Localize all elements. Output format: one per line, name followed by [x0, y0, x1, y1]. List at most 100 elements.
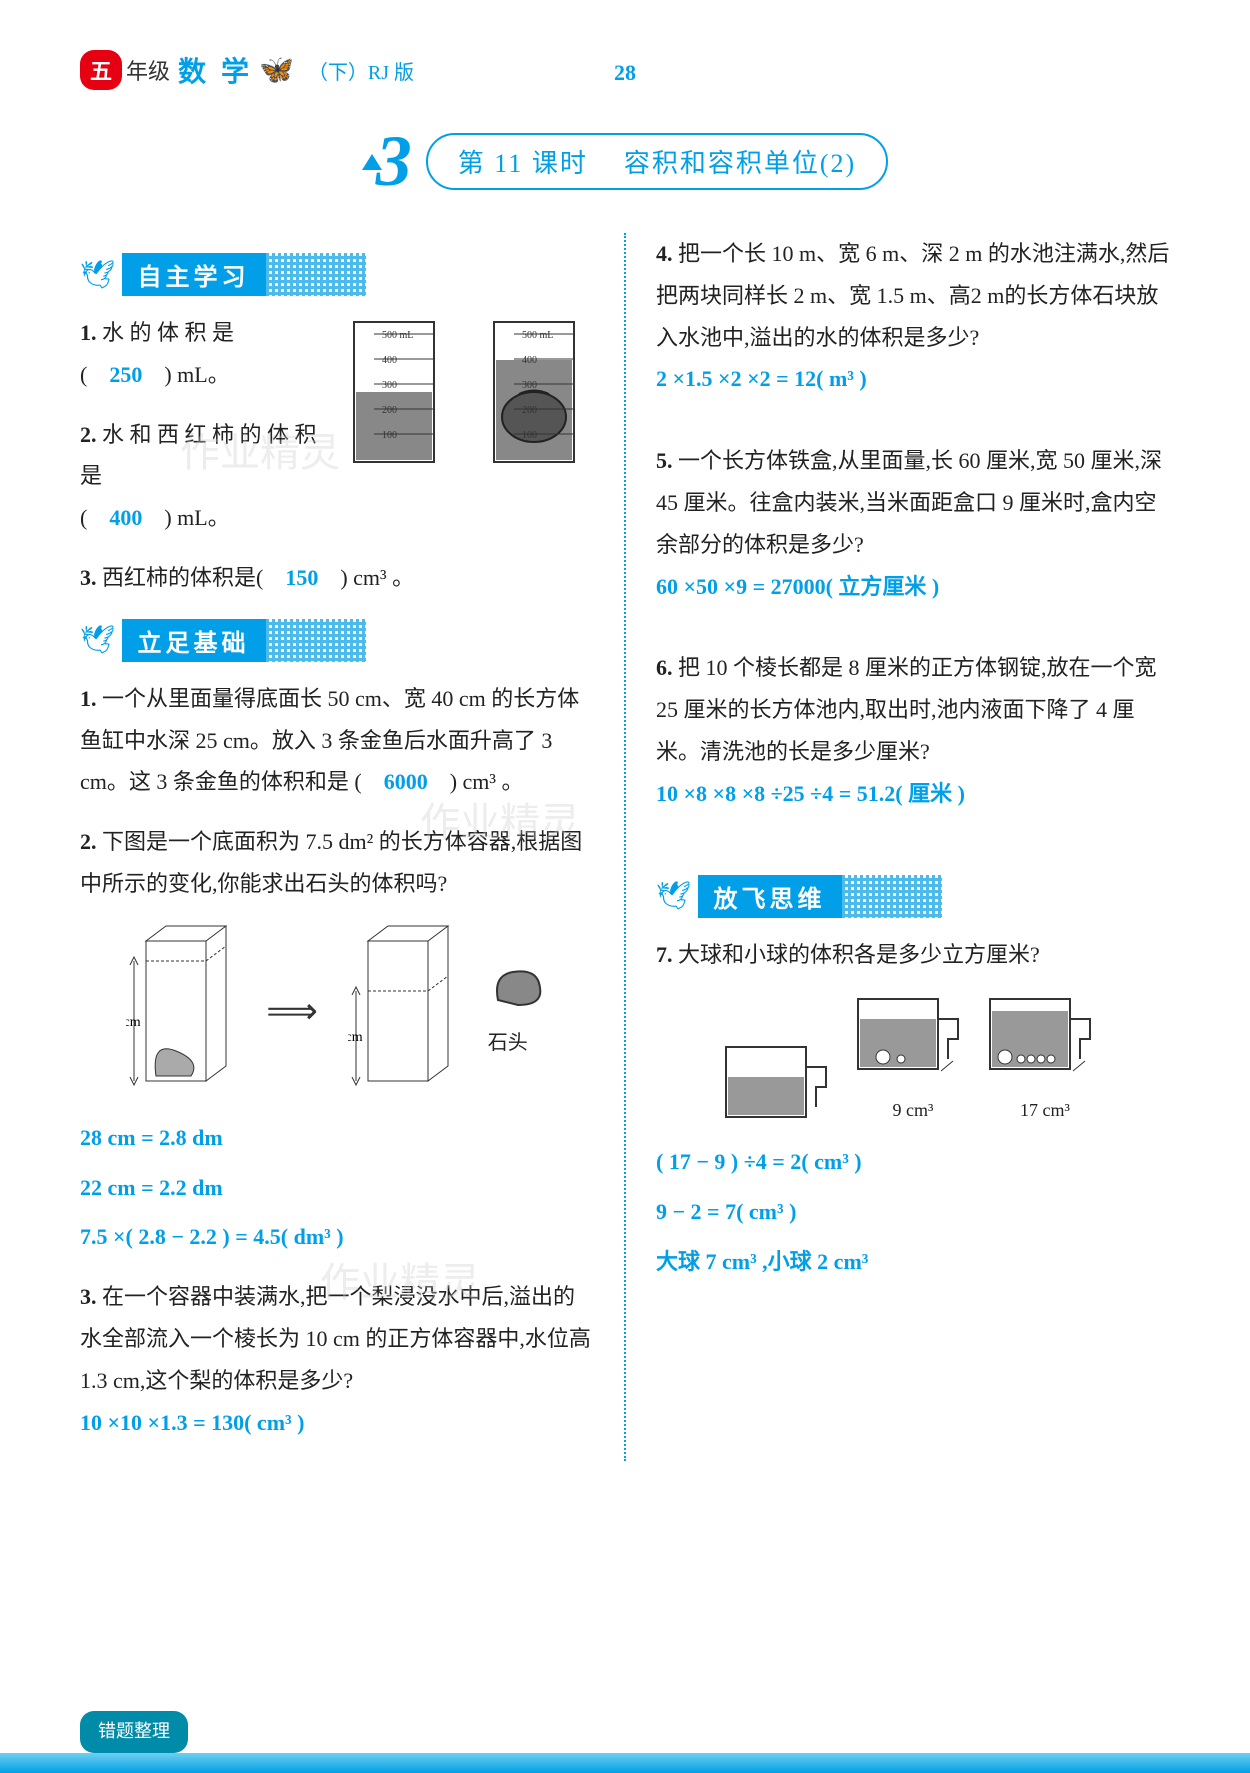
stone-block: 石头 [488, 960, 548, 1062]
q1-answer: 250 [109, 362, 142, 387]
svg-text:500 mL: 500 mL [522, 330, 553, 341]
lesson-title [592, 149, 620, 178]
p6-a1: 10 ×8 ×8 ×8 ÷25 ÷4 = 51.2( 厘米 ) [656, 773, 1170, 815]
grade-badge: 五 [80, 50, 122, 90]
p6: 6. 把 10 个棱长都是 8 厘米的正方体钢锭,放在一个宽 25 厘米的长方体… [656, 647, 1170, 814]
p7-a3: 大球 7 cm³ ,小球 2 cm³ [656, 1241, 1170, 1283]
p5-num: 5. [656, 448, 673, 473]
column-divider [624, 233, 626, 1461]
q2-paren-l: ( [80, 505, 109, 530]
svg-text:400: 400 [382, 355, 397, 366]
lesson-title-box: 第 11 课时 容积和容积单位(2) [426, 133, 888, 190]
p7-text: 大球和小球的体积各是多少立方厘米? [678, 942, 1040, 967]
svg-text:300: 300 [382, 380, 397, 391]
p2: 2. 下图是一个底面积为 7.5 dm² 的长方体容器,根据图中所示的变化,你能… [80, 821, 594, 1258]
book-info: （下）RJ 版 [308, 56, 414, 85]
p1: 1. 一个从里面量得底面长 50 cm、宽 40 cm 的长方体鱼缸中水深 25… [80, 678, 594, 803]
p1-answer: 6000 [384, 769, 428, 794]
p7-num: 7. [656, 942, 673, 967]
p2-text: 下图是一个底面积为 7.5 dm² 的长方体容器,根据图中所示的变化,你能求出石… [80, 829, 582, 896]
q3-text2: ) cm³ 。 [318, 565, 414, 590]
beaker-1: 500 mL 400 300 200 100 [334, 312, 454, 472]
q1: 500 mL 400 300 200 100 500 mL 4 [80, 312, 594, 396]
q2-paren-r: ) mL。 [142, 505, 229, 530]
lesson-header: 3 第 11 课时 容积和容积单位(2) [80, 120, 1170, 203]
section-2-header: 🕊 立足基础 [80, 619, 594, 662]
box3d-1: 28 cm [126, 921, 236, 1101]
stone-label: 石头 [488, 1024, 548, 1062]
q2-text: 水 和 西 红 柿 的 体 积 是 [80, 422, 317, 489]
bird-icon: 🕊 [80, 258, 116, 292]
stone-icon [488, 960, 548, 1010]
left-column: 🕊 自主学习 500 mL 400 300 200 100 [80, 233, 594, 1461]
beaker-2: 500 mL 400 300 200 100 [474, 312, 594, 472]
p4: 4. 把一个长 10 m、宽 6 m、深 2 m 的水池注满水,然后把两块同样长… [656, 233, 1170, 400]
svg-text:100: 100 [522, 430, 537, 441]
p3-text: 在一个容器中装满水,把一个梨浸没水中后,溢出的水全部流入一个棱长为 10 cm … [80, 1284, 591, 1393]
footer-bar [0, 1753, 1250, 1773]
lesson-title-text: 容积和容积单位(2) [624, 149, 856, 178]
q1-num: 1. [80, 320, 97, 345]
arrow-icon: ⟹ [266, 977, 318, 1045]
water-box-1 [721, 1037, 841, 1127]
p7-cap2: 17 cm³ [985, 1093, 1105, 1127]
q1-paren-r: ) mL。 [142, 362, 229, 387]
q1-text-a: 水 的 体 积 是 [102, 320, 234, 345]
svg-text:100: 100 [382, 430, 397, 441]
q1-paren-l: ( [80, 362, 109, 387]
q3-answer: 150 [285, 565, 318, 590]
svg-text:200: 200 [522, 405, 537, 416]
p7: 7. 大球和小球的体积各是多少立方厘米? [656, 934, 1170, 1283]
p3-a1: 10 ×10 ×1.3 = 130( cm³ ) [80, 1402, 594, 1444]
subject-label: 数 学 [178, 50, 253, 90]
water-box-3 [985, 989, 1105, 1079]
p4-text: 把一个长 10 m、宽 6 m、深 2 m 的水池注满水,然后把两块同样长 2 … [656, 241, 1169, 350]
p7-cap1: 9 cm³ [853, 1093, 973, 1127]
q2-answer: 400 [109, 505, 142, 530]
p5-a1: 60 ×50 ×9 = 27000( 立方厘米 ) [656, 566, 1170, 608]
p7-diagram: 9 cm³ 17 cm³ [656, 989, 1170, 1127]
bird-icon-2: 🕊 [80, 623, 116, 657]
section-3-header: 🕊 放飞思维 [656, 875, 1170, 918]
lesson-number: 3 [376, 120, 412, 203]
right-column: 4. 把一个长 10 m、宽 6 m、深 2 m 的水池注满水,然后把两块同样长… [656, 233, 1170, 1461]
p5: 5. 一个长方体铁盒,从里面量,长 60 厘米,宽 50 厘米,深 45 厘米。… [656, 440, 1170, 607]
p2-a3: 7.5 ×( 2.8 − 2.2 ) = 4.5( dm³ ) [80, 1216, 594, 1258]
p3-num: 3. [80, 1284, 97, 1309]
p2-diagram: 28 cm ⟹ 22 cm 石头 [80, 921, 594, 1101]
svg-text:300: 300 [522, 380, 537, 391]
p1-text2: ) cm³ 。 [428, 769, 524, 794]
p4-a1: 2 ×1.5 ×2 ×2 = 12( m³ ) [656, 358, 1170, 400]
q3: 3. 西红柿的体积是( 150 ) cm³ 。 [80, 557, 594, 599]
content-columns: 🕊 自主学习 500 mL 400 300 200 100 [80, 233, 1170, 1461]
p2-num: 2. [80, 829, 97, 854]
p7-a2: 9 − 2 = 7( cm³ ) [656, 1191, 1170, 1233]
box3d-2: 22 cm [348, 921, 458, 1101]
grade-char: 五 [90, 59, 112, 84]
p5-text: 一个长方体铁盒,从里面量,长 60 厘米,宽 50 厘米,深 45 厘米。往盒内… [656, 448, 1162, 557]
water-box-2-wrap: 9 cm³ [853, 989, 973, 1127]
grade-suffix: 年级 [126, 54, 170, 86]
p1-num: 1. [80, 686, 97, 711]
section-1-title: 自主学习 [122, 253, 266, 296]
footer-badge: 错题整理 [80, 1711, 188, 1753]
svg-text:200: 200 [382, 405, 397, 416]
svg-text:400: 400 [522, 355, 537, 366]
lesson-prefix: 第 11 课时 [458, 149, 588, 178]
svg-text:500 mL: 500 mL [382, 330, 413, 341]
butterfly-icon: 🦋 [259, 53, 294, 87]
p2-a2: 22 cm = 2.2 dm [80, 1167, 594, 1209]
bird-icon-3: 🕊 [656, 879, 692, 913]
q2-num: 2. [80, 422, 97, 447]
p7-a1: ( 17 − 9 ) ÷4 = 2( cm³ ) [656, 1141, 1170, 1183]
section-3-title: 放飞思维 [698, 875, 842, 918]
section-1-header: 🕊 自主学习 [80, 253, 594, 296]
section-2-title: 立足基础 [122, 619, 266, 662]
q3-text: 西红柿的体积是( [102, 565, 285, 590]
beaker-diagram: 500 mL 400 300 200 100 500 mL 4 [334, 312, 594, 472]
p4-num: 4. [656, 241, 673, 266]
p2-dim2: 22 cm [348, 1030, 363, 1045]
p2-dim1: 28 cm [126, 1015, 141, 1030]
p3: 3. 在一个容器中装满水,把一个梨浸没水中后,溢出的水全部流入一个棱长为 10 … [80, 1276, 594, 1443]
page-number: 28 [614, 60, 636, 86]
